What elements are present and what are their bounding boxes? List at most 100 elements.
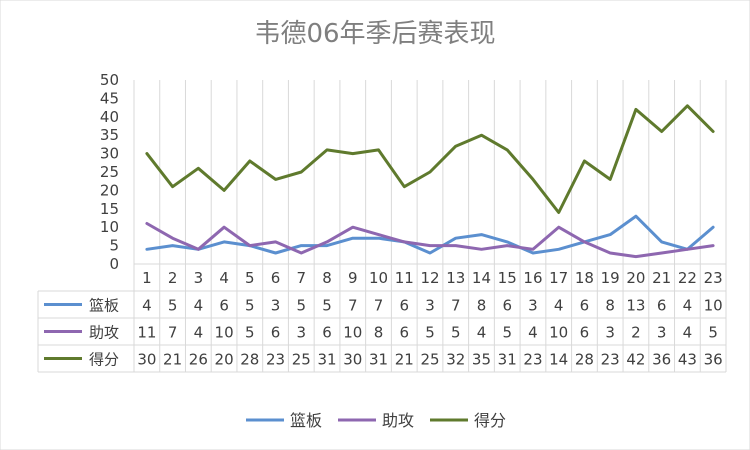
data-label: 3 xyxy=(605,324,615,342)
data-label: 31 xyxy=(369,351,388,369)
y-tick-label: 10 xyxy=(100,218,119,236)
table-series-label: 助攻 xyxy=(89,324,119,342)
data-label: 4 xyxy=(142,297,152,315)
data-label: 5 xyxy=(451,324,461,342)
x-tick-label: 14 xyxy=(472,269,491,287)
data-label: 5 xyxy=(245,324,255,342)
data-label: 6 xyxy=(219,297,229,315)
data-label: 7 xyxy=(348,297,358,315)
x-tick-label: 13 xyxy=(446,269,465,287)
x-tick-label: 2 xyxy=(168,269,178,287)
data-label: 3 xyxy=(657,324,667,342)
data-label: 3 xyxy=(425,297,435,315)
data-label: 7 xyxy=(168,324,178,342)
x-tick-label: 17 xyxy=(549,269,568,287)
data-label: 3 xyxy=(528,297,538,315)
y-tick-label: 35 xyxy=(100,126,119,144)
data-label: 7 xyxy=(451,297,461,315)
x-tick-label: 16 xyxy=(523,269,542,287)
grid-layer xyxy=(133,80,727,265)
x-tick-label: 11 xyxy=(395,269,414,287)
data-label: 4 xyxy=(194,324,204,342)
data-label: 8 xyxy=(374,324,384,342)
data-label: 32 xyxy=(446,351,465,369)
data-label: 10 xyxy=(343,324,362,342)
data-label: 5 xyxy=(297,297,307,315)
x-tick-label: 23 xyxy=(704,269,723,287)
y-tick-label: 15 xyxy=(100,200,119,218)
y-tick-label: 45 xyxy=(100,89,119,107)
x-tick-label: 21 xyxy=(652,269,671,287)
data-label: 23 xyxy=(601,351,620,369)
x-tick-label: 19 xyxy=(601,269,620,287)
data-label: 25 xyxy=(292,351,311,369)
data-label: 3 xyxy=(271,297,281,315)
data-label: 4 xyxy=(477,324,487,342)
data-label: 36 xyxy=(652,351,671,369)
x-tick-label: 4 xyxy=(219,269,229,287)
data-label: 6 xyxy=(322,324,332,342)
data-label: 7 xyxy=(374,297,384,315)
x-tick-label: 18 xyxy=(575,269,594,287)
data-label: 5 xyxy=(322,297,332,315)
x-tick-label: 5 xyxy=(245,269,255,287)
data-label: 4 xyxy=(194,297,204,315)
data-label: 30 xyxy=(343,351,362,369)
data-label: 8 xyxy=(477,297,487,315)
series-line-0 xyxy=(145,214,715,255)
data-label: 4 xyxy=(683,324,693,342)
y-tick-label: 5 xyxy=(109,237,119,255)
data-label: 6 xyxy=(399,297,409,315)
data-label: 28 xyxy=(575,351,594,369)
data-label: 23 xyxy=(266,351,285,369)
data-label: 5 xyxy=(168,297,178,315)
y-tick-label: 0 xyxy=(109,255,119,273)
data-label: 6 xyxy=(657,297,667,315)
legend-label: 助攻 xyxy=(382,411,414,430)
data-label: 3 xyxy=(297,324,307,342)
data-label: 42 xyxy=(626,351,645,369)
y-tick-label: 40 xyxy=(100,108,119,126)
data-label: 6 xyxy=(580,297,590,315)
data-label: 20 xyxy=(215,351,234,369)
x-tick-label: 15 xyxy=(498,269,517,287)
data-label: 10 xyxy=(549,324,568,342)
data-label: 4 xyxy=(528,324,538,342)
data-label: 6 xyxy=(271,324,281,342)
data-label: 11 xyxy=(137,324,156,342)
data-label: 14 xyxy=(549,351,568,369)
x-tick-label: 1 xyxy=(142,269,152,287)
data-label: 5 xyxy=(502,324,512,342)
x-tick-label: 20 xyxy=(626,269,645,287)
series-line-1 xyxy=(145,222,715,259)
legend-label: 得分 xyxy=(474,411,506,430)
data-label: 2 xyxy=(631,324,641,342)
data-label: 5 xyxy=(245,297,255,315)
data-label: 6 xyxy=(580,324,590,342)
series-lines xyxy=(145,104,715,259)
data-label: 36 xyxy=(704,351,723,369)
x-tick-label: 9 xyxy=(348,269,358,287)
y-tick-label: 20 xyxy=(100,181,119,199)
data-label: 31 xyxy=(498,351,517,369)
legend-label: 篮板 xyxy=(290,411,322,430)
data-label: 6 xyxy=(399,324,409,342)
data-label: 5 xyxy=(708,324,718,342)
data-label: 10 xyxy=(704,297,723,315)
y-tick-label: 30 xyxy=(100,145,119,163)
data-label: 5 xyxy=(425,324,435,342)
data-label: 4 xyxy=(554,297,564,315)
data-label: 8 xyxy=(605,297,615,315)
data-label: 10 xyxy=(215,324,234,342)
x-tick-label: 12 xyxy=(420,269,439,287)
data-label: 26 xyxy=(189,351,208,369)
y-tick-label: 50 xyxy=(100,71,119,89)
table-series-label: 篮板 xyxy=(89,297,119,315)
data-label: 21 xyxy=(163,351,182,369)
x-tick-label: 6 xyxy=(271,269,281,287)
y-tick-label: 25 xyxy=(100,163,119,181)
